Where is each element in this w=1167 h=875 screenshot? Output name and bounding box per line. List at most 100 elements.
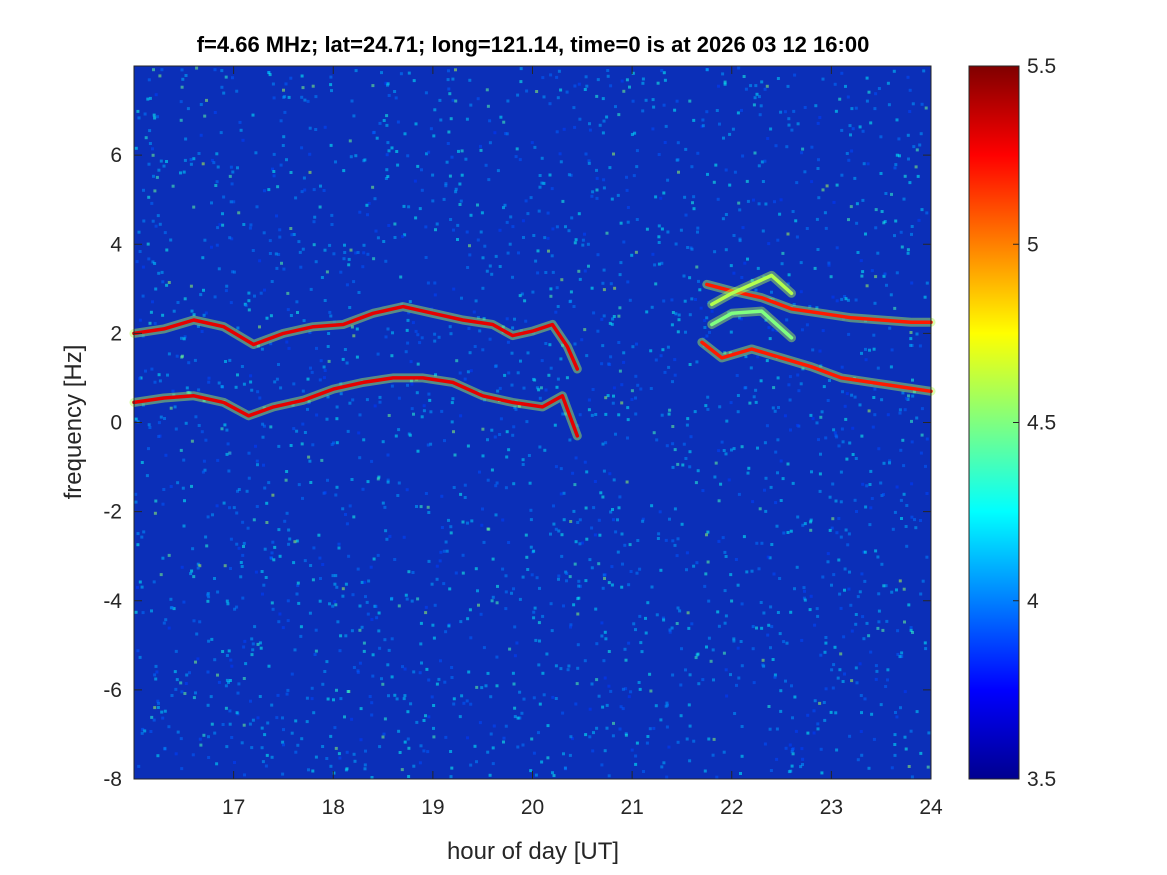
noise-speckle [895,271,899,275]
noise-speckle [418,341,422,345]
noise-speckle [475,685,479,689]
noise-speckle [740,664,744,668]
noise-speckle [326,697,330,701]
noise-speckle [694,481,698,485]
noise-speckle [406,737,410,741]
noise-speckle [645,741,649,745]
noise-speckle [289,171,293,174]
noise-speckle [524,319,528,323]
noise-speckle [269,314,273,318]
noise-speckle [300,737,304,741]
noise-speckle [818,349,822,353]
noise-speckle [239,561,243,564]
noise-speckle [576,643,580,647]
noise-speckle [352,114,356,118]
noise-speckle [402,697,406,701]
noise-speckle [561,711,565,715]
noise-speckle [705,68,709,72]
noise-speckle [584,579,588,583]
noise-speckle [175,678,179,682]
noise-speckle [831,482,835,486]
noise-speckle [334,493,338,497]
noise-speckle [602,314,606,318]
noise-speckle [895,118,899,122]
noise-speckle [314,649,318,653]
noise-speckle [281,716,284,720]
noise-speckle [458,371,462,375]
noise-speckle [322,376,326,380]
noise-speckle [590,413,594,417]
noise-speckle [136,543,140,547]
noise-speckle [373,197,377,201]
noise-speckle [287,542,291,546]
noise-speckle [156,115,159,119]
noise-speckle [489,695,493,699]
noise-speckle [919,451,923,455]
noise-speckle [634,762,638,766]
noise-speckle [612,152,615,156]
noise-speckle [851,426,855,430]
noise-speckle [259,291,263,295]
noise-speckle [329,75,333,79]
noise-speckle [630,748,634,752]
noise-speckle [775,757,779,761]
noise-speckle [258,259,262,263]
noise-speckle [412,670,416,674]
noise-speckle [837,558,841,562]
noise-speckle [266,721,270,725]
noise-speckle [486,750,490,754]
noise-speckle [202,733,206,737]
noise-speckle [771,328,775,332]
noise-speckle [138,580,142,584]
noise-speckle [560,554,564,558]
noise-speckle [469,702,473,706]
noise-speckle [679,683,683,687]
noise-speckle [147,78,151,82]
noise-speckle [923,641,927,645]
noise-speckle [318,205,322,209]
noise-speckle [233,607,237,611]
noise-speckle [277,620,281,624]
noise-speckle [607,581,611,585]
noise-speckle [329,734,333,738]
noise-speckle [790,128,794,132]
noise-speckle [396,120,400,124]
noise-speckle [587,161,591,165]
noise-speckle [505,220,509,224]
noise-speckle [158,222,162,226]
noise-speckle [263,547,267,551]
noise-speckle [371,185,375,189]
noise-speckle [838,668,842,672]
noise-speckle [468,351,472,355]
noise-speckle [429,127,433,131]
noise-speckle [779,689,783,693]
noise-speckle [909,337,913,341]
colorbar: 3.544.555.5 [968,55,1056,791]
noise-speckle [432,636,436,640]
noise-speckle [532,696,536,700]
noise-speckle [601,281,605,285]
noise-speckle [446,142,450,145]
noise-speckle [705,645,708,649]
noise-speckle [270,703,274,707]
noise-speckle [792,109,796,113]
noise-speckle [583,269,587,273]
noise-speckle [538,586,541,590]
noise-speckle [279,386,283,390]
noise-speckle [359,738,363,742]
noise-speckle [390,354,394,358]
noise-speckle [308,152,312,156]
noise-speckle [567,173,571,177]
noise-speckle [900,655,904,658]
noise-speckle [210,722,214,726]
noise-speckle [235,605,239,609]
noise-speckle [537,731,540,735]
noise-speckle [256,716,260,720]
noise-speckle [358,604,362,608]
noise-speckle [621,562,624,566]
noise-speckle [893,166,897,170]
noise-speckle [238,120,242,124]
noise-speckle [314,755,318,759]
noise-speckle [855,202,859,206]
noise-speckle [874,549,878,553]
